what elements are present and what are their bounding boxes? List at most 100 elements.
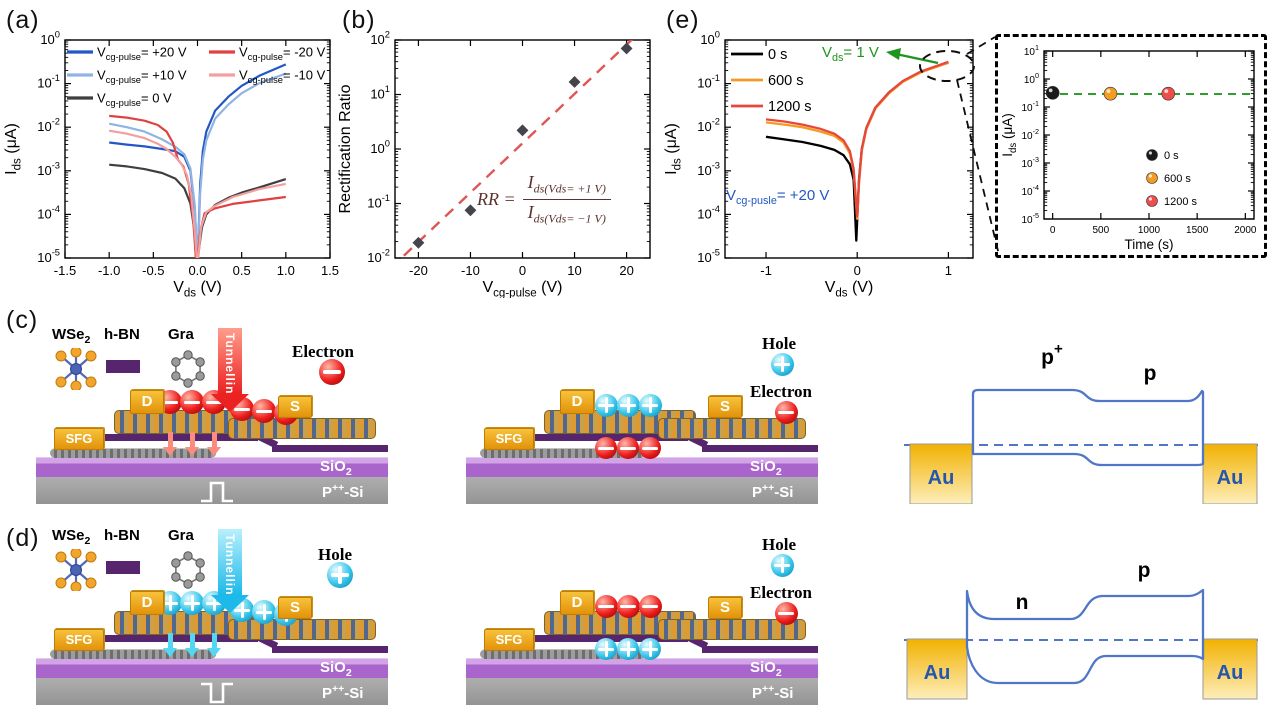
gra-label: Gra	[168, 527, 194, 544]
au-label-right: Au	[1217, 467, 1244, 489]
svg-text:100: 100	[700, 30, 720, 48]
fit-line	[403, 40, 634, 257]
svg-text:Ids (μA): Ids (μA)	[663, 123, 683, 175]
svg-text:0.0: 0.0	[188, 263, 206, 278]
rectification-formula: RR = Ids(Vds= +1 V) Ids(Vds= −1 V)	[477, 172, 611, 226]
wse2-sub: 2	[84, 535, 91, 547]
drain-electrode-label: D	[571, 393, 583, 410]
curves	[108, 63, 287, 258]
psi-sup: ++	[332, 683, 345, 695]
psi-label: P++-Si	[752, 482, 793, 501]
source-electrode: S	[708, 396, 742, 418]
panel-a-iv-chart: 100 10-1 10-2 10-3 10-4 10-5-1.5 -1.0 -0.5 0.0 0.…	[3, 30, 339, 299]
y-axis: 101 100 10-1 10-2 10-3 10-4 10-5	[1021, 43, 1254, 226]
source-electrode: S	[278, 396, 312, 418]
panel-e-inset-box: 101 100 10-1 10-2 10-3 10-4 10-5 0 500 1000 1500 20…	[995, 34, 1267, 258]
svg-text:10-1: 10-1	[697, 73, 720, 91]
x-axis: -1.5 -1.0 -0.5 0.0 0.5 1.0 1.5	[54, 40, 339, 278]
plus-v-bar	[780, 556, 784, 574]
svg-text:Vds= 1 V: Vds= 1 V	[822, 44, 879, 64]
wse2-flake-right	[658, 619, 806, 640]
graphene-gate	[480, 448, 646, 458]
psi-substrate	[466, 678, 818, 705]
sfg-electrode-label: SFG	[65, 431, 93, 446]
panel-label-e: (e)	[666, 6, 700, 34]
svg-text:Vcg-pulse= +10 V: Vcg-pulse= +10 V	[97, 68, 187, 86]
hole-icon	[770, 352, 794, 376]
psi-rest: -Si	[774, 484, 794, 501]
minus-sign	[598, 446, 614, 450]
svg-text:10-1: 10-1	[1021, 99, 1039, 114]
svg-text:10: 10	[567, 263, 581, 278]
svg-text:-20: -20	[409, 263, 428, 278]
psi-rest: -Si	[344, 685, 364, 702]
hbn-text: h-BN	[104, 326, 140, 343]
svg-text:10-4: 10-4	[697, 204, 720, 222]
charge-transfer-arrow	[167, 633, 173, 648]
legend: 0 s 600 s 1200 s	[731, 47, 812, 115]
sfg-electrode-label: SFG	[495, 431, 523, 446]
electron-text: Electron	[750, 583, 813, 602]
plus-v-bar	[648, 641, 652, 657]
electron-text: Electron	[292, 342, 355, 361]
charge-transfer-arrow	[189, 633, 195, 648]
tunnelling-text: Tunnelling	[223, 333, 237, 403]
band-profile	[971, 388, 1205, 467]
psi-label: P++-Si	[752, 683, 793, 702]
hbn-layer-right	[702, 646, 818, 653]
drain-electrode: D	[560, 591, 594, 615]
hole-icon	[252, 600, 276, 624]
svg-text:Vcg-pulse= -20 V: Vcg-pulse= -20 V	[239, 45, 326, 63]
electron-label: Electron	[750, 583, 812, 603]
schematic-c-electron-injection: WSe2 h-BN Gra Tunnelling Electron SFG D S SiO2 P+…	[36, 302, 436, 504]
plus-v-bar	[168, 594, 172, 612]
svg-text:10-5: 10-5	[697, 248, 720, 266]
svg-text:100: 100	[370, 139, 390, 157]
svg-text:1.5: 1.5	[321, 263, 339, 278]
positive-pulse-icon	[201, 481, 233, 503]
svg-text:0.5: 0.5	[233, 263, 251, 278]
panel-b-rectification-chart: 102 101 100 10-1 10-2 -20 -10 0 10 20 Vcg-pulse (V…	[337, 30, 651, 298]
wse2-molecule-icon	[55, 549, 97, 591]
sio2-label: SiO2	[750, 659, 782, 679]
source-electrode-label: S	[289, 398, 300, 415]
electron-icon	[638, 594, 662, 618]
psi-sup: ++	[762, 683, 775, 695]
svg-text:2000: 2000	[1234, 225, 1257, 236]
gra-text: Gra	[168, 527, 194, 544]
source-electrode-label: S	[719, 599, 730, 616]
svg-text:Vcg-pulse= -10 V: Vcg-pulse= -10 V	[239, 68, 326, 86]
hbn-layer-right	[702, 445, 818, 452]
tunnelling-arrowhead	[211, 595, 249, 613]
minus-sign	[255, 409, 273, 413]
plus-v-bar	[190, 594, 194, 612]
charge-transfer-arrow	[167, 432, 173, 447]
psi-base: P	[322, 685, 333, 702]
hbn-layer-right	[272, 646, 388, 653]
electron-label: Electron	[750, 382, 812, 402]
svg-text:10-3: 10-3	[697, 160, 720, 178]
hole-icon	[180, 591, 204, 615]
minus-sign	[322, 370, 342, 374]
au-electrode-right	[1202, 638, 1258, 700]
drain-electrode-label: D	[571, 594, 583, 611]
plus-v-bar	[648, 396, 652, 414]
svg-text:Vcg-pulse= 0 V: Vcg-pulse= 0 V	[97, 91, 172, 109]
minus-sign	[777, 410, 795, 414]
hole-label: Hole	[318, 545, 352, 565]
svg-text:-1.0: -1.0	[98, 263, 120, 278]
y-axis: 100 10-1 10-2 10-3 10-4 10-5	[37, 30, 330, 265]
svg-text:Vcg-pusle= +20 V: Vcg-pusle= +20 V	[726, 187, 829, 207]
sio2-base: SiO	[320, 458, 346, 475]
source-electrode: S	[278, 597, 312, 619]
svg-text:101: 101	[370, 84, 390, 102]
electron-text: Electron	[750, 382, 813, 401]
wse2-label: WSe2	[52, 527, 90, 547]
graphene-hexagon-icon	[171, 350, 205, 388]
electron-icon	[617, 437, 639, 459]
hbn-text: h-BN	[104, 527, 140, 544]
tunnelling-label: Tunnelling	[223, 333, 237, 403]
svg-text:0: 0	[519, 263, 526, 278]
psi-label: P++-Si	[322, 683, 363, 702]
wse2-base: WSe	[52, 326, 85, 343]
